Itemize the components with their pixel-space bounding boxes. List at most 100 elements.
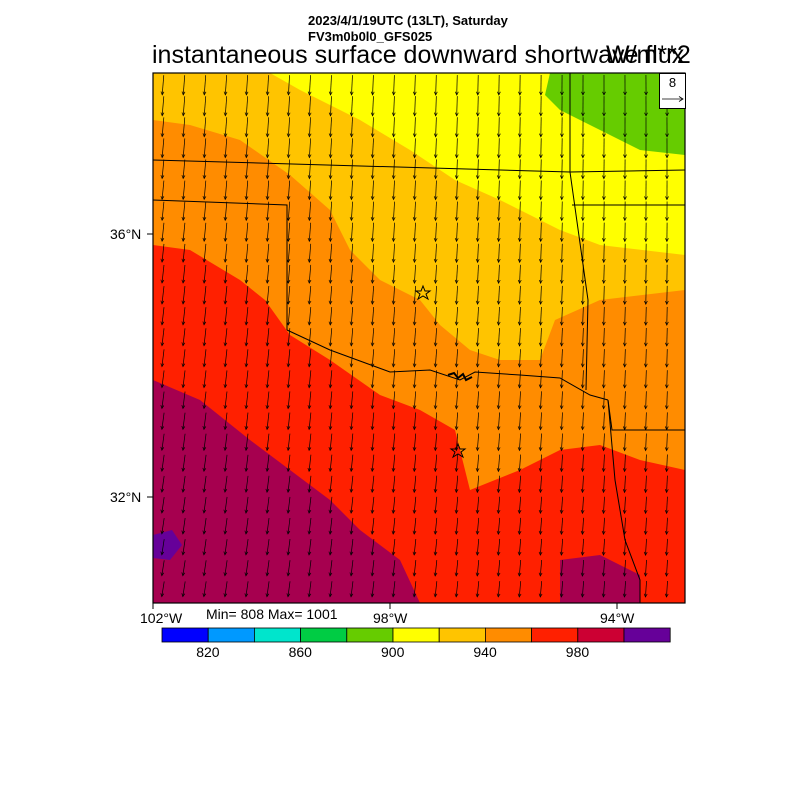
wind-vector-arrowhead [602,133,606,138]
wind-vector-arrowhead [496,196,501,201]
wind-vector-arrowhead [202,384,207,389]
wind-vector-arrowhead [580,405,585,410]
wind-vector-arrowhead [391,530,396,535]
wind-vector-arrow [456,75,458,95]
wind-vector-arrow [477,180,479,200]
wind-vector-arrow [182,75,186,95]
wind-vector-arrowhead [664,405,669,410]
wind-vector-arrowhead [328,405,333,410]
wind-vector-arrow [224,412,228,430]
wind-vector-arrow [561,306,563,326]
wind-vector-arrowhead [644,279,648,285]
wind-vector-arrow [519,285,521,305]
wind-vector-arrow [414,96,416,116]
wind-vector-arrowhead [328,321,333,326]
wind-vector-arrow [540,328,542,346]
wind-vector-arrow [645,412,647,430]
wind-vector-arrow [267,75,269,95]
wind-vector-arrow [245,201,249,221]
wind-vector-arrow [582,370,584,388]
wind-vector-arrow [477,264,479,284]
wind-vector-arrow [309,96,311,116]
wind-vector-arrow [476,475,480,493]
wind-vector-arrowhead [454,530,459,535]
wind-vector-arrowhead [160,446,165,452]
wind-vector-arrow [330,180,332,200]
wind-vector-arrowhead [475,321,480,326]
wind-vector-arrowhead [643,572,648,577]
wind-vector-arrowhead [496,154,501,159]
wind-vector-arrow [224,138,228,158]
wind-vector-arrow [203,391,207,409]
wind-vector-arrow [266,243,270,263]
colorbar-tick-label: 820 [196,644,220,660]
wind-vector-arrowhead [286,405,291,410]
wind-vector-arrowhead [539,91,543,96]
wind-vector-arrowhead [559,258,564,264]
wind-vector-arrow [308,391,312,409]
wind-vector-arrowhead [160,216,165,222]
wind-vector-arrowhead [370,112,375,117]
wind-vector-arrowhead [391,91,396,96]
wind-vector-arrow [308,264,312,284]
wind-vector-arrow [224,201,228,221]
wind-vector-arrow [182,560,186,576]
wind-vector-arrow [498,264,500,284]
wind-vector-arrowhead [559,488,564,494]
wind-vector-arrow [456,285,458,305]
wind-vector-arrow [582,349,584,367]
wind-vector-arrow [392,496,396,514]
wind-vector-arrow [392,433,396,451]
wind-vector-arrow [645,538,647,556]
wind-vector-arrow [266,412,270,430]
wind-vector-arrowhead [602,154,606,159]
wind-vector-arrowhead [433,133,438,138]
wind-vector-arrow [477,328,479,346]
wind-vector-arrow [603,285,605,305]
wind-vector-arrow [393,117,395,137]
wind-vector-arrowhead [664,593,669,598]
wind-vector-arrow [477,433,479,451]
wind-vector-arrowhead [601,593,606,598]
wind-vector-arrowhead [349,509,354,514]
wind-vector-arrowhead [496,405,501,410]
wind-vector-arrow [330,96,332,116]
wind-vector-arrow [666,370,668,388]
wind-vector-arrowhead [391,300,396,305]
wind-vector-arrowhead [265,530,270,535]
wind-vector-arrow [288,117,290,137]
wind-vector-arrow [182,286,186,304]
wind-vector-arrow [456,96,458,116]
wind-vector-arrow [224,454,228,472]
wind-vector-arrowhead [538,426,543,431]
wind-vector-arrowhead [497,91,501,96]
wind-vector-arrowhead [538,363,543,368]
wind-vector-arrow [372,222,374,242]
wind-vector-arrowhead [349,488,354,494]
wind-vector-arrowhead [433,217,438,222]
wind-vector-arrowhead [160,258,165,263]
wind-vector-arrow [224,496,228,514]
wind-vector-arrow [477,222,479,242]
wind-vector-arrow [434,412,438,430]
wind-vector-arrow [666,559,668,577]
wind-vector-arrowhead [517,363,522,368]
wind-vector-arrowhead [560,112,564,117]
wind-vector-arrow [266,138,270,158]
wind-vector-arrow [393,222,395,242]
wind-vector-arrowhead [623,238,627,243]
wind-vector-arrowhead [538,279,543,285]
wind-vector-arrowhead [349,133,354,138]
wind-vector-arrow [393,285,395,305]
wind-vector-arrowhead [496,426,501,431]
wind-vector-arrowhead [412,467,417,473]
wind-vector-arrowhead [559,509,564,515]
wind-vector-arrow [455,475,459,493]
wind-vector-arrow [371,328,375,346]
wind-vector-arrowhead [181,572,186,577]
wind-vector-arrowhead [328,279,333,284]
wind-vector-arrowhead [412,91,417,96]
wind-vector-arrowhead [601,300,606,305]
wind-vector-arrowhead [328,175,333,180]
wind-vector-arrow [267,117,269,137]
